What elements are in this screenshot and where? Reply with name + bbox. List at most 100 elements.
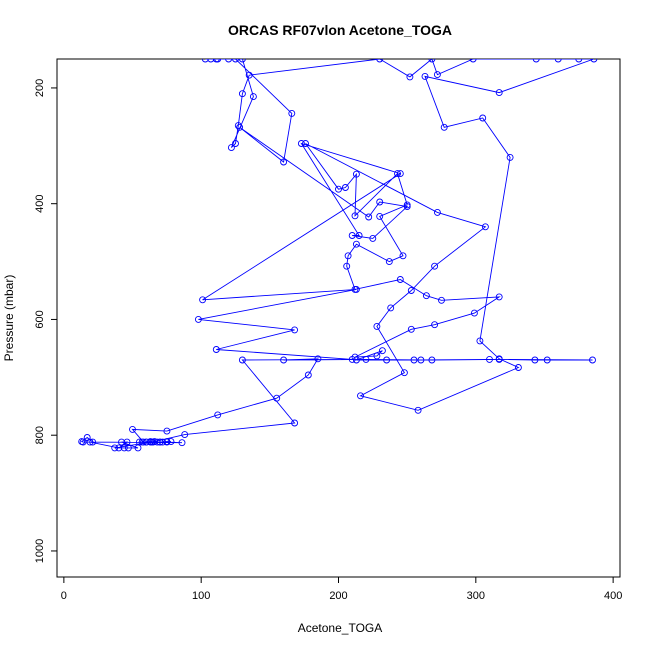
y-tick-label: 1000 bbox=[34, 539, 46, 563]
data-point bbox=[302, 140, 309, 147]
data-point bbox=[352, 240, 360, 248]
data-point bbox=[288, 109, 296, 117]
data-point bbox=[431, 262, 439, 270]
data-point bbox=[225, 59, 233, 63]
data-point bbox=[178, 439, 186, 447]
data-point bbox=[249, 93, 257, 101]
data-point bbox=[495, 293, 503, 301]
data-point bbox=[343, 262, 351, 270]
data-point bbox=[291, 419, 299, 427]
y-axis-label: Pressure (mbar) bbox=[2, 275, 16, 362]
data-point bbox=[151, 438, 158, 446]
data-point bbox=[227, 144, 235, 152]
data-point bbox=[348, 355, 356, 363]
data-point bbox=[201, 59, 209, 63]
data-point bbox=[142, 438, 150, 446]
x-tick-label: 200 bbox=[329, 590, 347, 602]
data-point bbox=[199, 296, 207, 304]
data-point bbox=[421, 72, 429, 80]
data-point bbox=[291, 326, 299, 334]
data-point bbox=[387, 304, 395, 312]
data-point bbox=[470, 309, 478, 317]
data-point bbox=[153, 438, 161, 446]
data-point bbox=[575, 59, 583, 63]
data-point bbox=[479, 114, 487, 122]
data-point bbox=[514, 364, 522, 371]
data-point bbox=[428, 356, 436, 364]
data-point bbox=[440, 123, 448, 131]
y-tick-label: 200 bbox=[34, 79, 46, 97]
y-tick-label: 600 bbox=[34, 310, 46, 328]
series-line bbox=[80, 59, 595, 449]
data-point bbox=[129, 425, 136, 433]
data-point bbox=[194, 315, 202, 323]
data-point bbox=[314, 355, 322, 363]
data-point bbox=[589, 356, 596, 364]
data-point bbox=[214, 411, 222, 419]
data-point bbox=[212, 346, 220, 353]
data-point bbox=[376, 59, 384, 63]
data-point bbox=[531, 356, 539, 364]
data-point bbox=[148, 438, 156, 446]
data-point bbox=[351, 212, 359, 220]
data-point bbox=[385, 258, 393, 266]
data-point bbox=[89, 438, 97, 446]
data-point bbox=[495, 89, 503, 97]
data-point bbox=[234, 122, 242, 130]
data-point bbox=[394, 170, 401, 178]
data-point bbox=[422, 292, 430, 300]
data-point bbox=[238, 356, 246, 364]
data-point bbox=[304, 371, 312, 379]
data-point bbox=[476, 337, 484, 345]
data-point bbox=[378, 347, 386, 355]
data-point bbox=[78, 438, 86, 446]
x-tick-label: 400 bbox=[604, 590, 622, 602]
data-point bbox=[373, 352, 381, 360]
data-point bbox=[238, 90, 246, 98]
data-point bbox=[352, 170, 360, 178]
data-point bbox=[115, 444, 123, 452]
data-point bbox=[335, 185, 342, 193]
data-point bbox=[383, 356, 391, 364]
data-point bbox=[118, 438, 125, 446]
x-tick-label: 100 bbox=[192, 590, 210, 602]
data-point bbox=[495, 355, 503, 363]
data-point bbox=[543, 356, 551, 364]
data-point bbox=[181, 431, 189, 439]
data-point bbox=[403, 203, 411, 211]
data-point bbox=[134, 444, 142, 452]
data-point bbox=[167, 438, 175, 446]
data-point bbox=[433, 71, 441, 79]
data-point bbox=[83, 434, 91, 441]
data-point bbox=[481, 223, 489, 231]
data-point bbox=[554, 59, 562, 63]
data-point bbox=[111, 444, 119, 452]
data-point bbox=[410, 356, 418, 364]
data-point bbox=[163, 427, 171, 435]
data-point bbox=[376, 212, 384, 220]
data-point bbox=[417, 356, 425, 364]
plot-frame bbox=[56, 58, 621, 578]
data-point bbox=[396, 170, 404, 178]
data-point bbox=[280, 356, 288, 364]
series-layer bbox=[78, 59, 598, 452]
data-point bbox=[348, 232, 356, 239]
data-point bbox=[273, 394, 281, 402]
data-point bbox=[138, 438, 146, 446]
data-point bbox=[232, 59, 239, 63]
data-point bbox=[506, 153, 514, 161]
data-point bbox=[399, 252, 407, 260]
data-point bbox=[438, 296, 445, 304]
data-point bbox=[344, 252, 352, 260]
data-point bbox=[414, 406, 422, 414]
data-point bbox=[341, 184, 349, 191]
y-tick-label: 800 bbox=[34, 426, 46, 444]
y-tick-label: 400 bbox=[34, 195, 46, 213]
data-point bbox=[365, 213, 373, 221]
chart-title: ORCAS RF07vlon Acetone_TOGA bbox=[228, 22, 452, 38]
data-point bbox=[212, 59, 220, 63]
data-point bbox=[407, 325, 415, 333]
data-point bbox=[428, 59, 436, 63]
data-point bbox=[532, 59, 540, 63]
data-point bbox=[373, 322, 381, 330]
